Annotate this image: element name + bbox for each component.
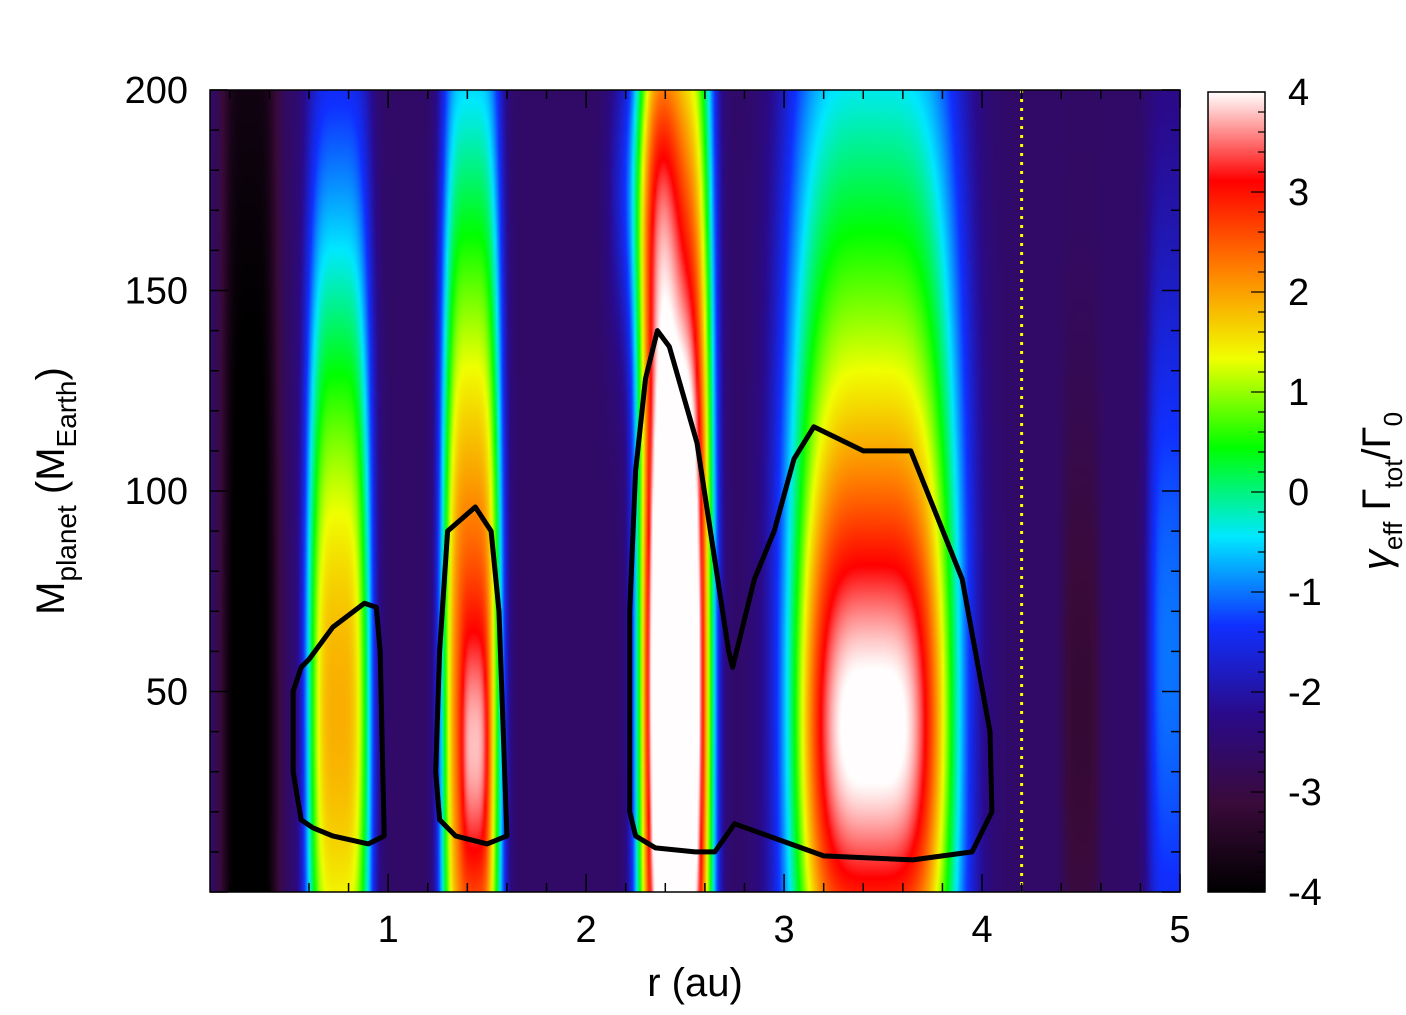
x-tick-label: 1 bbox=[378, 909, 399, 951]
x-axis-ticks: 1 2 3 4 5 bbox=[229, 90, 1191, 951]
x-tick-label: 5 bbox=[1169, 909, 1190, 951]
colorbar-tick-label: 4 bbox=[1288, 72, 1309, 114]
heatmap-area bbox=[210, 90, 1180, 892]
colorbar-tick-label: 2 bbox=[1288, 272, 1309, 314]
contour-line bbox=[627, 328, 995, 863]
colorbar-tick-label: -4 bbox=[1288, 872, 1322, 914]
x-axis-title: r (au) bbox=[647, 961, 743, 1005]
colorbar-title: γeff Γtot/Γ0 bbox=[1355, 412, 1406, 570]
colorbar-tick-label: -2 bbox=[1288, 672, 1322, 714]
colorbar-ticks: -4 -3 -2 -1 0 1 2 3 4 bbox=[1251, 72, 1322, 914]
colorbar-tick-label: 3 bbox=[1288, 172, 1309, 214]
colorbar-tick-label: 0 bbox=[1288, 472, 1309, 514]
x-tick-label: 2 bbox=[576, 909, 597, 951]
heatmap-image bbox=[210, 90, 1180, 892]
x-tick-label: 3 bbox=[774, 909, 795, 951]
y-tick-label: 150 bbox=[125, 271, 188, 313]
y-axis-ticks: 50 100 150 200 bbox=[125, 70, 1180, 893]
y-tick-label: 200 bbox=[125, 70, 188, 112]
contour-line bbox=[290, 600, 387, 847]
y-axis-title: Mplanet (MEarth) bbox=[29, 367, 82, 615]
colorbar-tick-label: -1 bbox=[1288, 572, 1322, 614]
y-tick-label: 100 bbox=[125, 471, 188, 513]
contour-line bbox=[433, 504, 510, 847]
colorbar-tick-label: -3 bbox=[1288, 772, 1322, 814]
contour-lines bbox=[290, 328, 995, 863]
colorbar-tick-label: 1 bbox=[1288, 372, 1309, 414]
y-tick-label: 50 bbox=[146, 672, 188, 714]
colorbar: -4 -3 -2 -1 0 1 2 3 4 bbox=[1207, 72, 1322, 914]
x-tick-label: 4 bbox=[971, 909, 992, 951]
